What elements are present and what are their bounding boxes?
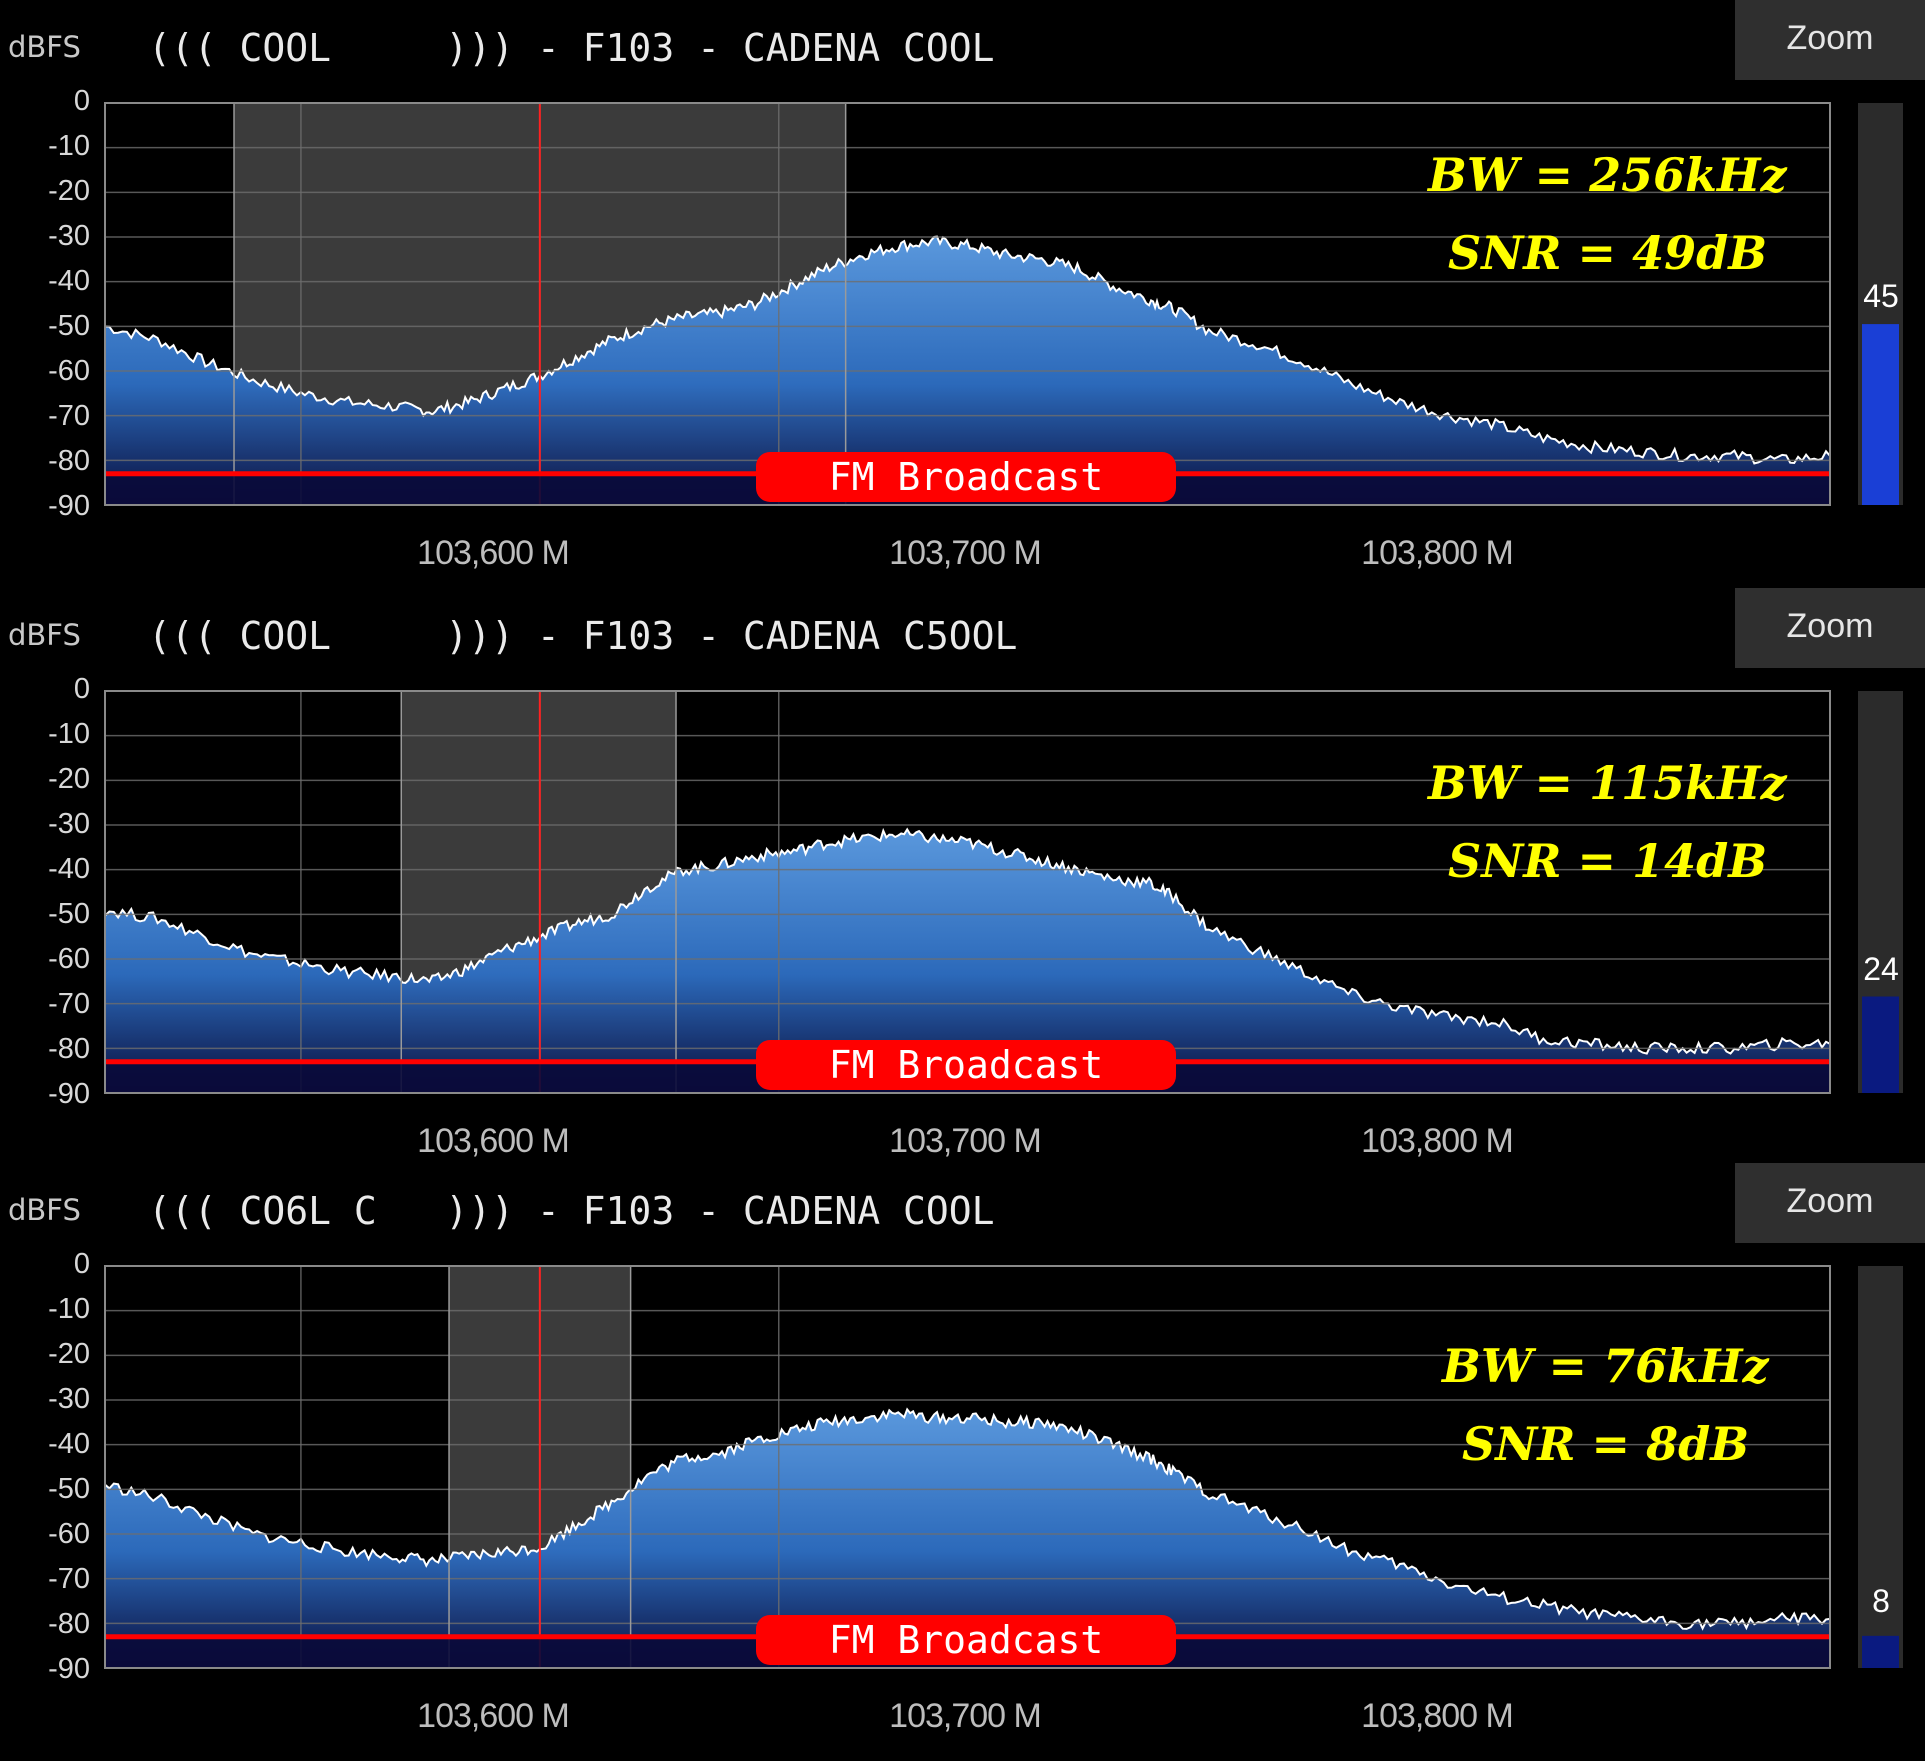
y-tick-label: -10 xyxy=(48,718,90,750)
spectrum-panel-2: dBFS ((( COOL ))) - F103 - CADENA C5OOL … xyxy=(0,588,1925,1178)
x-tick-label: 103,600 M xyxy=(417,1697,570,1735)
plot-frame xyxy=(104,102,1831,506)
y-tick-label: -40 xyxy=(48,265,90,297)
y-tick-label: -50 xyxy=(48,1473,90,1505)
unit-label: dBFS xyxy=(8,1193,81,1227)
y-tick-label: -70 xyxy=(48,988,90,1020)
y-tick-label: -10 xyxy=(48,130,90,162)
snr-annotation: SNR = 49dB xyxy=(1448,226,1768,280)
y-tick-label: -20 xyxy=(48,763,90,795)
station-title: ((( COOL ))) - F103 - CADENA COOL xyxy=(148,26,995,70)
x-tick-label: 103,800 M xyxy=(1361,1697,1514,1735)
snr-meter-value: 8 xyxy=(1872,1583,1890,1619)
y-tick-label: -60 xyxy=(48,355,90,387)
y-tick-label: 0 xyxy=(73,673,90,705)
y-tick-label: -90 xyxy=(48,1078,90,1110)
zoom-button[interactable]: Zoom xyxy=(1735,0,1925,80)
zoom-button[interactable]: Zoom xyxy=(1735,588,1925,668)
x-tick-label: 103,700 M xyxy=(889,534,1042,572)
y-tick-label: -90 xyxy=(48,490,90,522)
y-tick-label: -90 xyxy=(48,1653,90,1685)
unit-label: dBFS xyxy=(8,30,81,64)
bandwidth-annotation: BW = 256kHz xyxy=(1428,148,1787,202)
station-title: ((( CO6L C ))) - F103 - CADENA COOL xyxy=(148,1189,995,1233)
snr-meter-fill xyxy=(1862,1635,1899,1668)
snr-meter-fill xyxy=(1862,324,1899,505)
spectrum-trace xyxy=(104,827,1831,1055)
y-tick-label: -40 xyxy=(48,853,90,885)
x-tick-label: 103,800 M xyxy=(1361,534,1514,572)
y-tick-label: -20 xyxy=(48,175,90,207)
y-tick-label: -40 xyxy=(48,1428,90,1460)
spectrum-fill xyxy=(105,829,1830,1093)
band-label[interactable]: FM Broadcast xyxy=(756,1615,1176,1665)
unit-label: dBFS xyxy=(8,618,81,652)
station-title: ((( COOL ))) - F103 - CADENA C5OOL xyxy=(148,614,1018,658)
y-tick-label: 0 xyxy=(73,1248,90,1280)
snr-annotation: SNR = 14dB xyxy=(1448,834,1768,888)
y-tick-label: -70 xyxy=(48,1563,90,1595)
spectrum-plot xyxy=(104,1265,1903,1669)
zoom-button[interactable]: Zoom xyxy=(1735,1163,1925,1243)
y-tick-label: -70 xyxy=(48,400,90,432)
y-tick-label: -80 xyxy=(48,1033,90,1065)
y-tick-label: -30 xyxy=(48,808,90,840)
x-tick-label: 103,600 M xyxy=(417,1122,570,1160)
y-tick-label: -30 xyxy=(48,220,90,252)
bandwidth-annotation: BW = 76kHz xyxy=(1442,1339,1769,1393)
y-tick-label: -60 xyxy=(48,943,90,975)
y-tick-label: -20 xyxy=(48,1338,90,1370)
plot-frame xyxy=(104,690,1831,1094)
band-label[interactable]: FM Broadcast xyxy=(756,1040,1176,1090)
y-tick-label: -50 xyxy=(48,310,90,342)
band-label[interactable]: FM Broadcast xyxy=(756,452,1176,502)
y-tick-label: -80 xyxy=(48,1608,90,1640)
y-tick-label: 0 xyxy=(73,85,90,117)
y-tick-label: -60 xyxy=(48,1518,90,1550)
x-tick-label: 103,600 M xyxy=(417,534,570,572)
spectrum-panel-3: dBFS ((( CO6L C ))) - F103 - CADENA COOL… xyxy=(0,1163,1925,1753)
snr-annotation: SNR = 8dB xyxy=(1462,1417,1750,1471)
x-tick-label: 103,800 M xyxy=(1361,1122,1514,1160)
spectrum-panel-1: dBFS ((( COOL ))) - F103 - CADENA COOL Z… xyxy=(0,0,1925,590)
x-tick-label: 103,700 M xyxy=(889,1122,1042,1160)
snr-meter-fill xyxy=(1862,996,1899,1093)
y-tick-label: -80 xyxy=(48,445,90,477)
spectrum-plot xyxy=(104,102,1903,506)
spectrum-trace xyxy=(104,1407,1831,1631)
y-tick-label: -50 xyxy=(48,898,90,930)
bandwidth-annotation: BW = 115kHz xyxy=(1428,756,1787,810)
y-tick-label: -30 xyxy=(48,1383,90,1415)
y-tick-label: -10 xyxy=(48,1293,90,1325)
x-tick-label: 103,700 M xyxy=(889,1697,1042,1735)
spectrum-plot xyxy=(104,690,1903,1094)
spectrum-fill xyxy=(105,1409,1830,1668)
snr-meter-value: 24 xyxy=(1863,951,1899,987)
snr-meter-track xyxy=(1858,1266,1903,1668)
snr-meter-value: 45 xyxy=(1863,278,1899,314)
plot-frame xyxy=(104,1265,1831,1669)
